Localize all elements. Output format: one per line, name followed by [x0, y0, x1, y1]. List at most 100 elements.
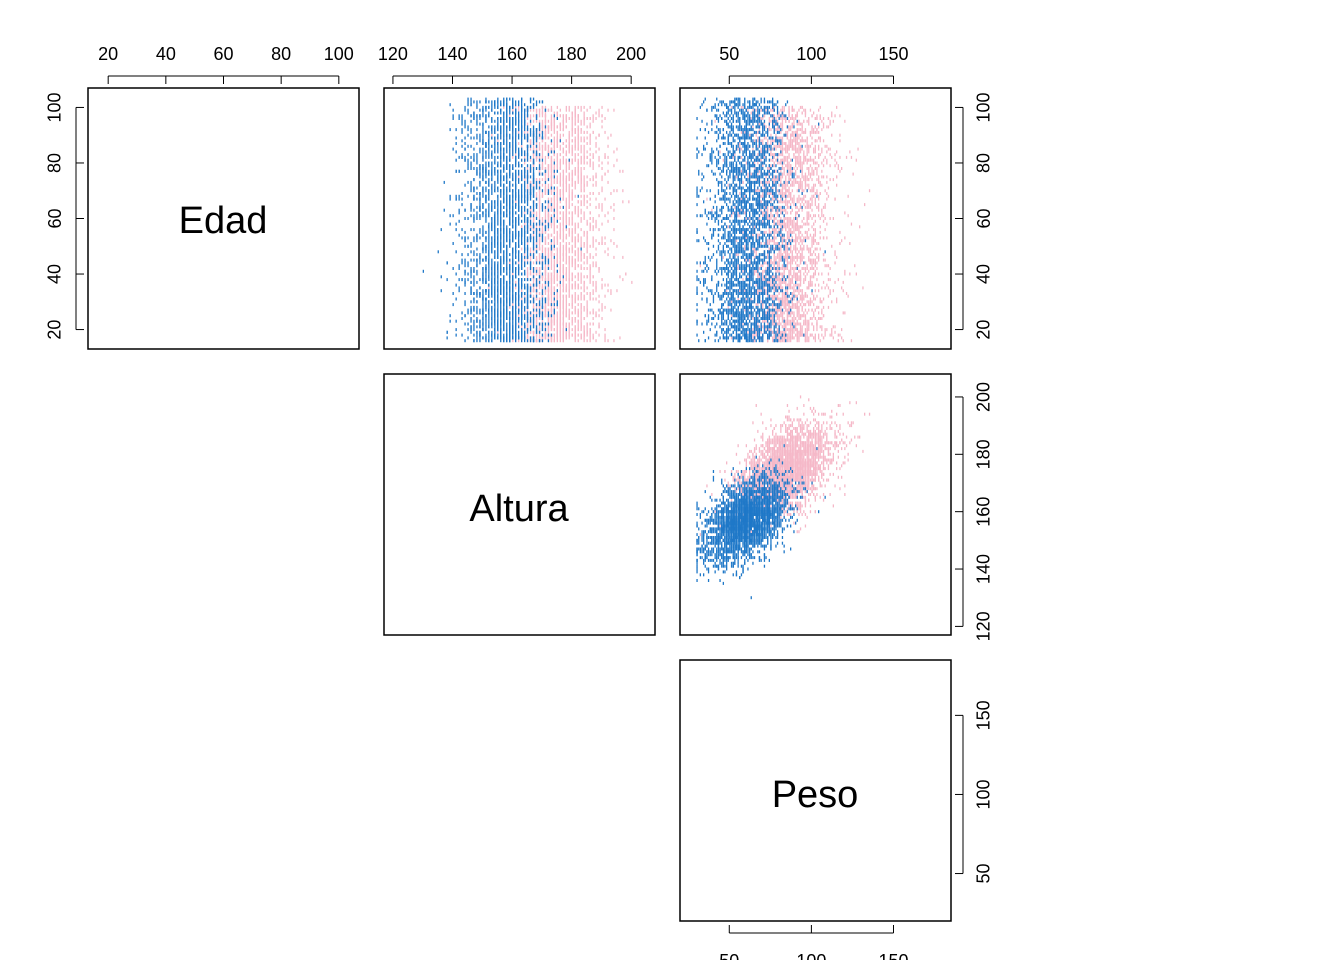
- data-point: [793, 219, 795, 223]
- data-point: [550, 275, 553, 279]
- data-point: [604, 305, 606, 309]
- data-point: [547, 203, 550, 207]
- data-point: [568, 222, 570, 226]
- data-point: [544, 192, 547, 195]
- data-point: [832, 289, 834, 293]
- data-point: [553, 125, 555, 129]
- data-point: [589, 133, 591, 137]
- data-point: [529, 117, 532, 120]
- data-point: [772, 117, 774, 120]
- data-point: [781, 294, 784, 298]
- data-point: [559, 272, 561, 276]
- data-point: [813, 267, 815, 270]
- data-point: [541, 108, 544, 112]
- data-point: [806, 150, 808, 154]
- data-point: [556, 208, 558, 212]
- data-point: [813, 325, 815, 329]
- data-point: [790, 264, 792, 268]
- data-point: [535, 178, 538, 182]
- data-point: [801, 253, 803, 257]
- data-point: [773, 255, 775, 259]
- data-point: [586, 236, 588, 240]
- data-point: [562, 180, 564, 184]
- data-point: [556, 233, 558, 237]
- data-point: [765, 125, 767, 129]
- data-point: [592, 239, 594, 243]
- data-point: [571, 125, 573, 129]
- data-point: [544, 325, 547, 329]
- data-point: [595, 142, 597, 145]
- data-point: [556, 225, 558, 229]
- data-point: [778, 200, 780, 204]
- data-point: [813, 250, 815, 254]
- data-point: [595, 253, 597, 257]
- data-point: [601, 189, 603, 193]
- data-point: [574, 108, 576, 112]
- data-point: [786, 233, 789, 237]
- data-point: [568, 172, 570, 176]
- data-point: [808, 269, 810, 273]
- data-point: [613, 255, 615, 259]
- data-point: [577, 328, 579, 332]
- data-point: [518, 142, 520, 145]
- data-point: [526, 269, 529, 273]
- data-point: [795, 247, 797, 251]
- data-point: [577, 178, 579, 182]
- data-point: [556, 180, 558, 184]
- data-point: [556, 314, 558, 318]
- data-point: [767, 239, 769, 243]
- data-point: [821, 147, 823, 151]
- data-point: [544, 311, 547, 315]
- data-point: [544, 147, 547, 151]
- data-point: [753, 250, 756, 254]
- data-point: [826, 222, 828, 226]
- data-point: [801, 314, 803, 318]
- data-point: [785, 200, 787, 204]
- data-point: [793, 119, 795, 123]
- data-point: [786, 180, 789, 184]
- data-point: [793, 180, 795, 184]
- data-point: [538, 236, 541, 240]
- data-point: [583, 155, 585, 159]
- data-point: [778, 283, 780, 287]
- data-point: [556, 144, 558, 148]
- data-point: [803, 311, 805, 315]
- data-point: [544, 275, 547, 279]
- data-point: [791, 117, 793, 120]
- data-point: [562, 267, 564, 270]
- data-point: [553, 314, 555, 318]
- data-point: [532, 330, 535, 334]
- data-point: [795, 117, 797, 120]
- data-point: [550, 294, 553, 298]
- data-point: [799, 155, 802, 159]
- data-point: [832, 325, 834, 329]
- data-point: [580, 336, 582, 340]
- data-point: [804, 172, 807, 176]
- data-point: [583, 211, 585, 215]
- data-point: [798, 242, 800, 245]
- data-point: [796, 197, 798, 201]
- data-point: [562, 258, 564, 262]
- data-point: [568, 164, 570, 168]
- data-point: [574, 305, 576, 309]
- data-point: [767, 211, 769, 215]
- data-point: [559, 125, 561, 129]
- data-point: [589, 297, 591, 301]
- data-point: [544, 239, 547, 243]
- data-point: [592, 114, 594, 118]
- data-point: [580, 108, 582, 112]
- data-point: [808, 280, 810, 284]
- data-point: [814, 219, 816, 223]
- data-point: [565, 189, 567, 193]
- data-point: [532, 144, 535, 148]
- data-point: [755, 250, 757, 254]
- data-point: [544, 117, 547, 120]
- data-point: [793, 267, 795, 270]
- data-point: [801, 225, 803, 229]
- data-point: [796, 236, 798, 240]
- data-point: [529, 217, 532, 220]
- data-point: [556, 214, 558, 218]
- data-point: [556, 136, 558, 140]
- data-point: [760, 180, 762, 184]
- data-point: [518, 108, 520, 112]
